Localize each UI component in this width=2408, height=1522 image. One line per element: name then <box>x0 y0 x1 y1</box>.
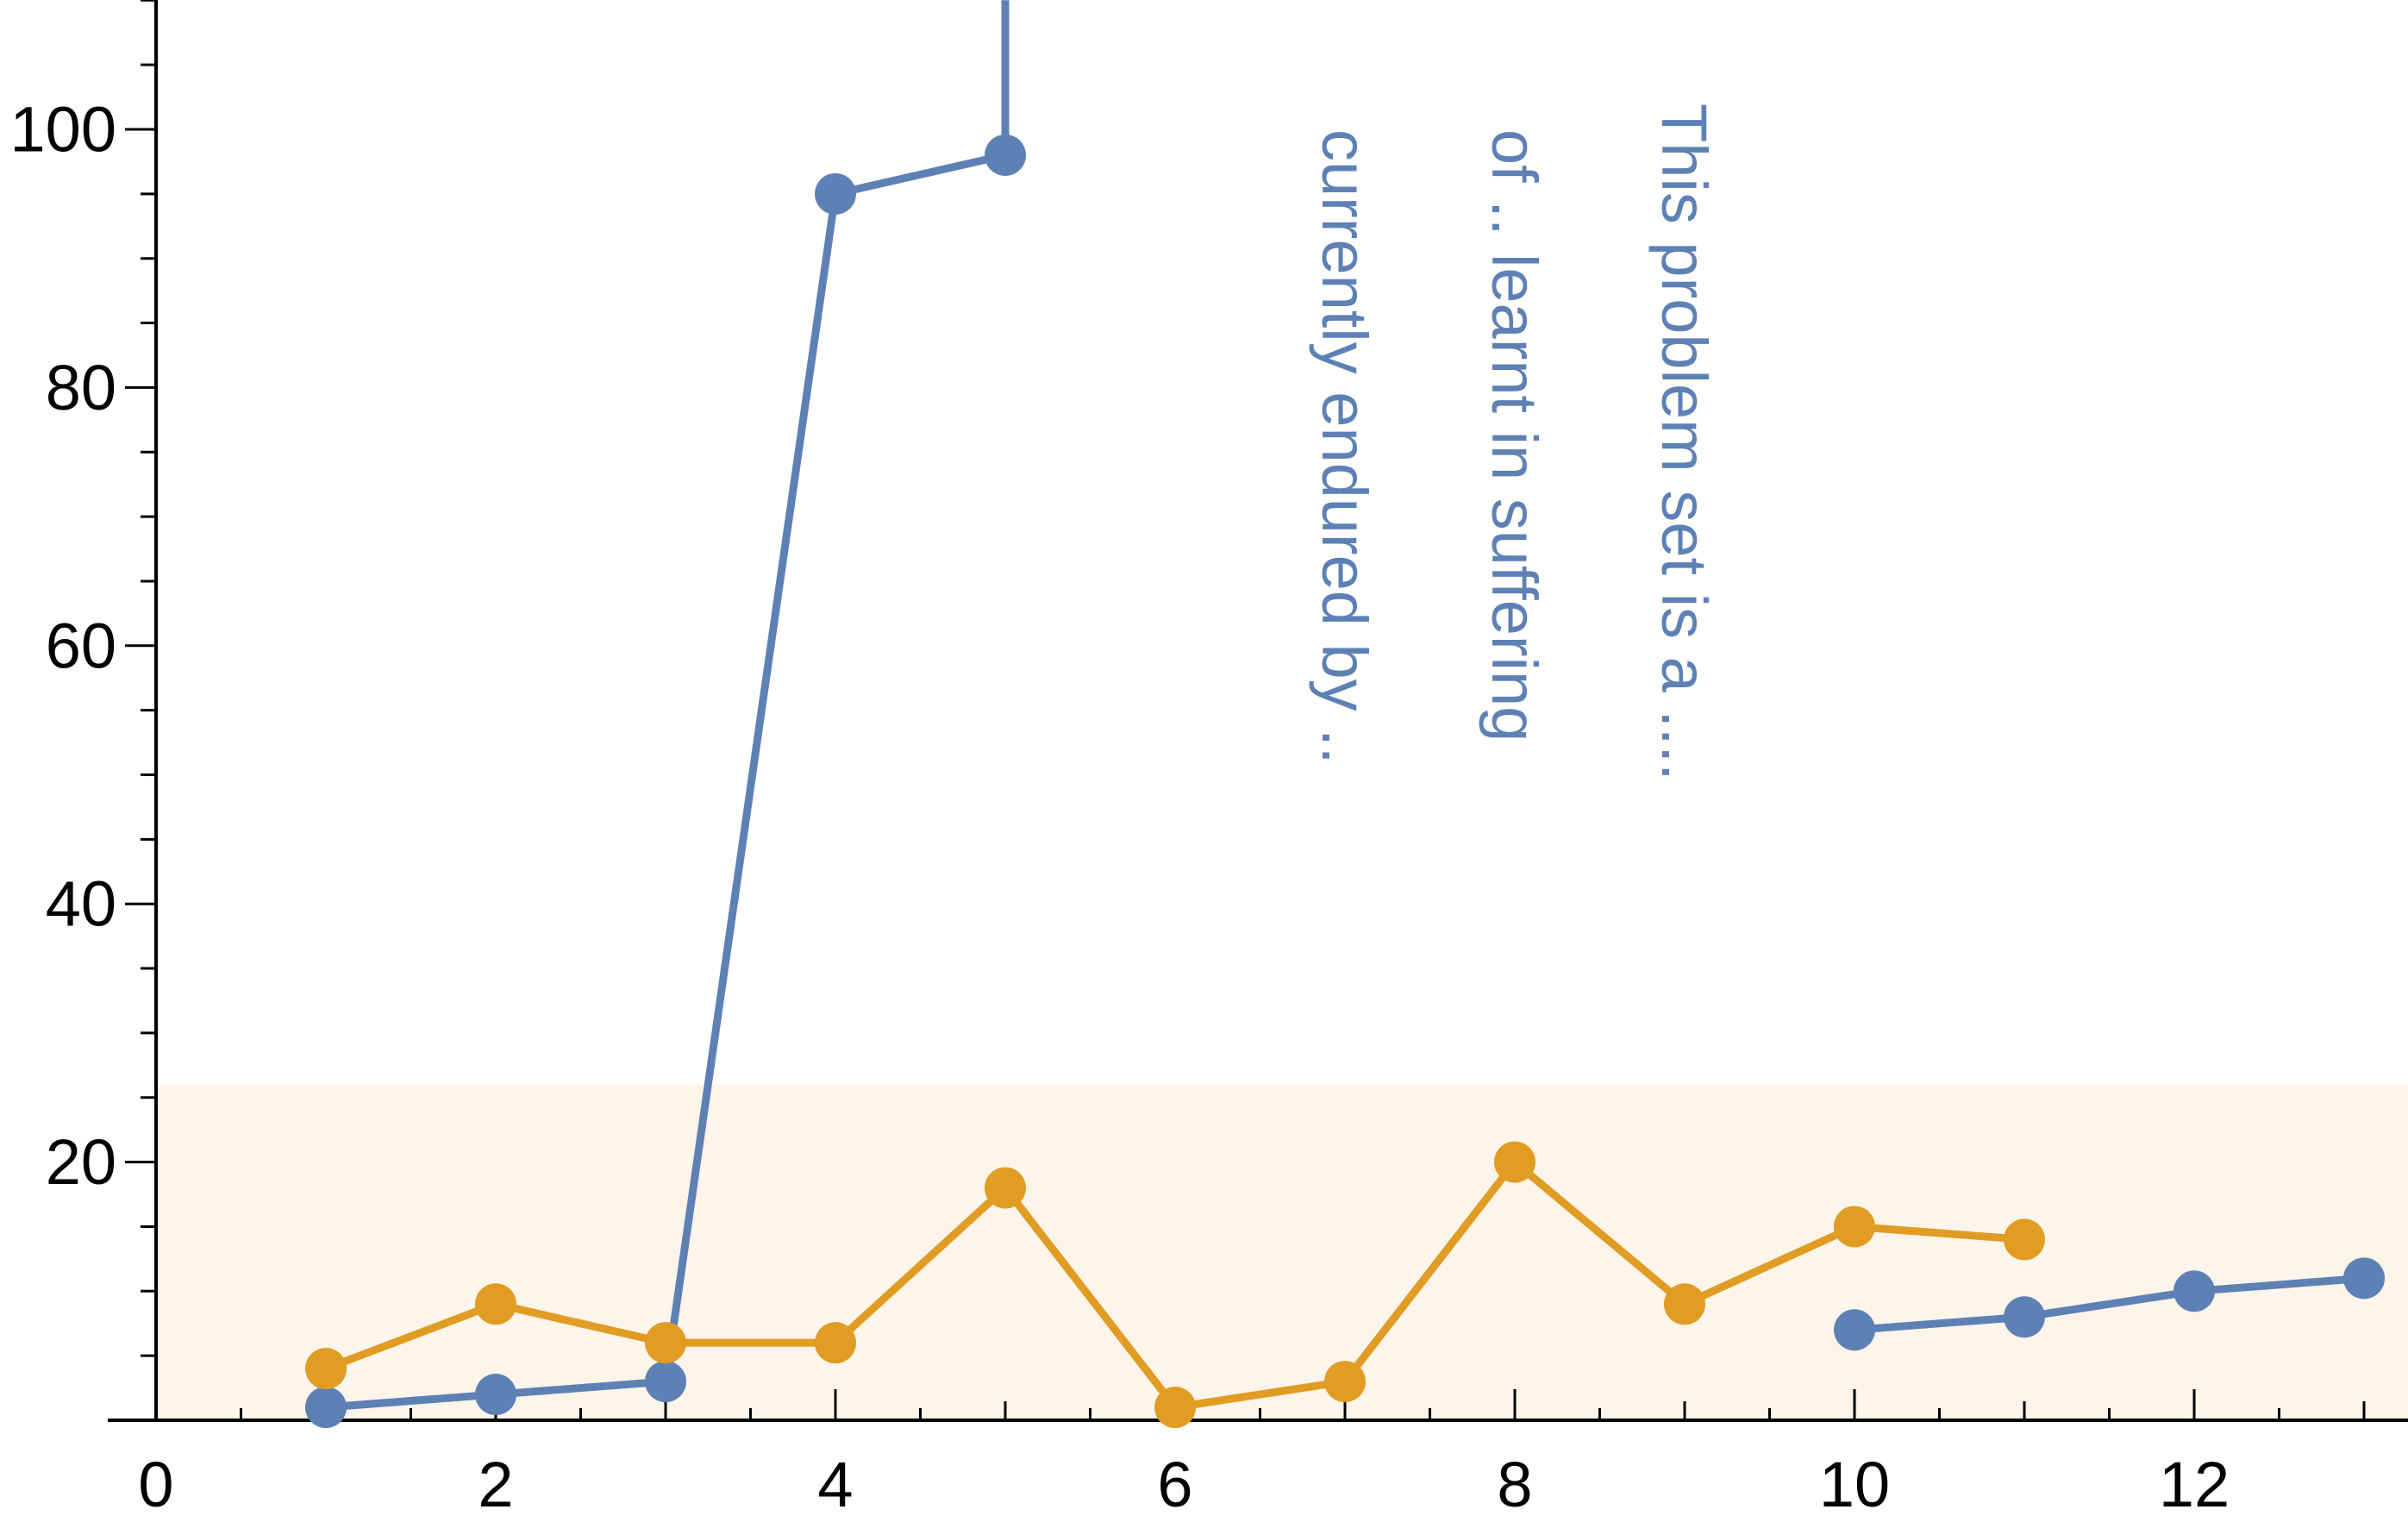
x-tick-label: 0 <box>138 1449 173 1520</box>
x-tick-label: 10 <box>1819 1449 1890 1520</box>
x-tick-label: 4 <box>817 1449 853 1520</box>
series-1-point <box>2173 1270 2215 1312</box>
series-1-point <box>815 172 856 215</box>
series-1-point <box>985 134 1026 176</box>
series-1-point <box>1834 1309 1875 1351</box>
series-1-line <box>1854 1274 2365 1334</box>
x-tick-label: 2 <box>478 1449 513 1520</box>
series-2-point <box>1324 1361 1366 1403</box>
series-2-point <box>475 1283 516 1325</box>
series-1-line <box>325 0 1010 1412</box>
series-2-point <box>645 1322 686 1364</box>
y-tick-label: 40 <box>46 868 116 940</box>
y-tick-label: 20 <box>46 1126 116 1198</box>
series-2-point <box>2004 1218 2045 1261</box>
y-tick-label: 100 <box>10 94 116 166</box>
series-2-point <box>1154 1387 1196 1429</box>
chart-annotation: currently endured by .. <box>1309 129 1380 764</box>
series-1-point <box>645 1361 686 1403</box>
y-tick-label: 60 <box>46 610 116 681</box>
series-2-point <box>1494 1141 1535 1183</box>
y-tick-label: 80 <box>46 352 116 423</box>
series-2-point <box>815 1322 856 1364</box>
series-2-point <box>1664 1283 1705 1325</box>
series-1-point <box>2343 1257 2385 1300</box>
chart-annotation: of .. learnt in suffering <box>1479 129 1550 742</box>
series-1-point <box>2004 1296 2045 1338</box>
series-2-point <box>1834 1206 1875 1248</box>
x-tick-label: 8 <box>1497 1449 1532 1520</box>
chart-annotation: This problem set is a .... <box>1648 103 1720 781</box>
x-tick-label: 12 <box>2159 1449 2230 1520</box>
series-1-point <box>305 1387 347 1429</box>
series-2-point <box>305 1348 347 1390</box>
x-tick-label: 6 <box>1157 1449 1192 1520</box>
shaded-band <box>156 1084 2408 1420</box>
series-1-point <box>475 1374 516 1416</box>
series-2-point <box>985 1167 1026 1209</box>
